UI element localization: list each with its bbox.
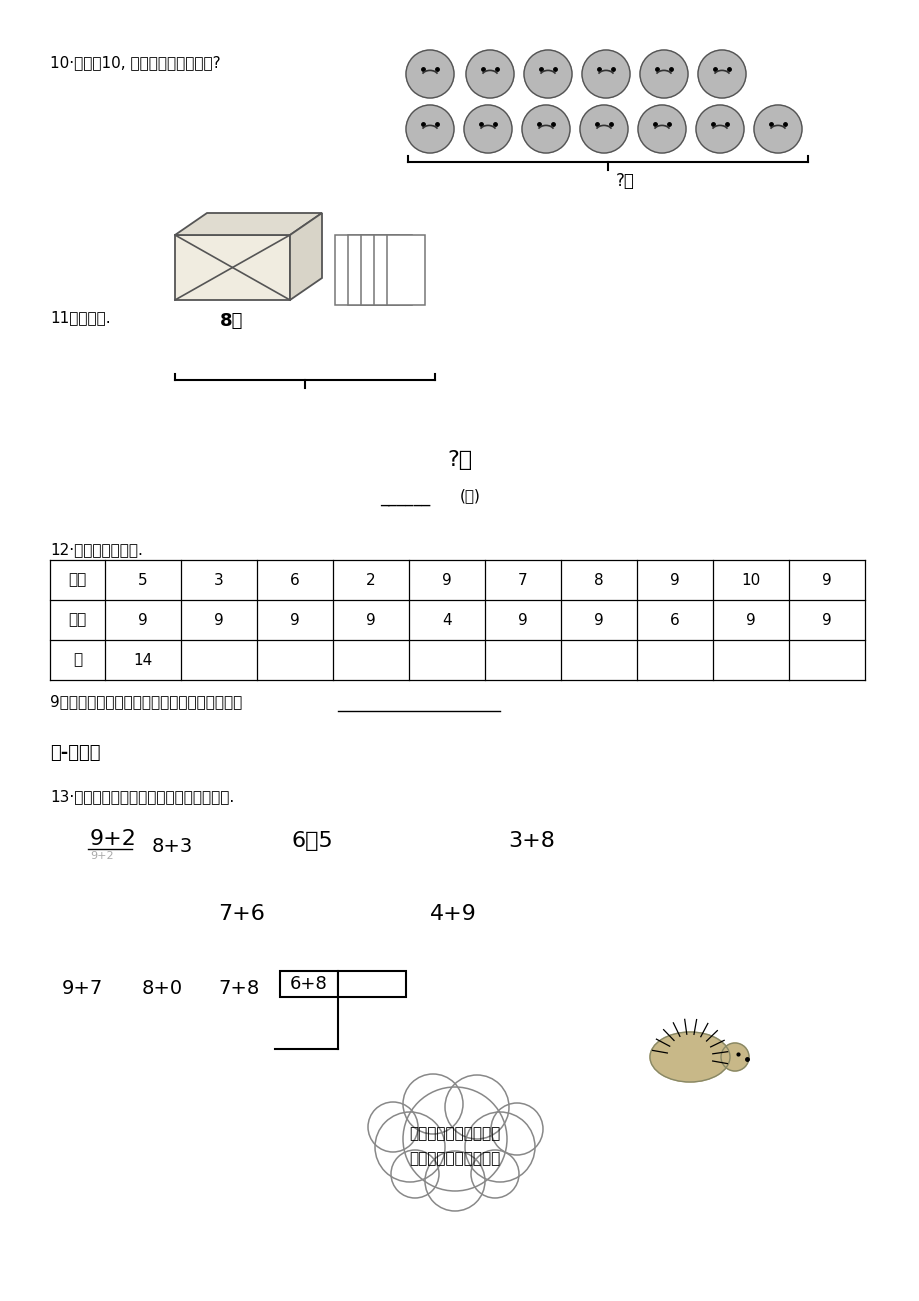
Bar	[337, 971, 405, 997]
Circle shape	[391, 1150, 438, 1198]
Circle shape	[425, 1151, 484, 1211]
Text: 7+6: 7+6	[218, 904, 265, 924]
Circle shape	[524, 49, 572, 98]
Text: 9: 9	[745, 613, 755, 627]
Circle shape	[403, 1088, 506, 1190]
Text: 2: 2	[366, 572, 375, 588]
Text: 9: 9	[517, 613, 528, 627]
Polygon shape	[374, 235, 412, 304]
Text: 5: 5	[138, 572, 148, 588]
Text: 6＋5: 6＋5	[291, 831, 334, 851]
Polygon shape	[360, 235, 399, 304]
Text: 7: 7	[517, 572, 528, 588]
Circle shape	[754, 105, 801, 154]
Text: 10·先圈出10, 再算一算一共有多少?: 10·先圈出10, 再算一算一共有多少?	[50, 55, 221, 70]
Text: 9: 9	[669, 572, 679, 588]
Polygon shape	[175, 213, 322, 235]
Text: 14: 14	[133, 653, 153, 667]
Text: 9: 9	[289, 613, 300, 627]
Text: 9+2: 9+2	[90, 829, 137, 850]
Text: ?个: ?个	[616, 172, 634, 190]
Circle shape	[466, 49, 514, 98]
Circle shape	[521, 105, 570, 154]
Text: 9: 9	[366, 613, 376, 627]
Text: 9: 9	[442, 572, 451, 588]
Polygon shape	[335, 235, 372, 304]
Text: 8本: 8本	[220, 312, 244, 330]
Circle shape	[375, 1112, 445, 1183]
Circle shape	[471, 1150, 518, 1198]
Circle shape	[696, 105, 743, 154]
Circle shape	[698, 49, 745, 98]
Text: ?本: ?本	[447, 450, 472, 470]
Text: 和: 和	[73, 653, 82, 667]
Circle shape	[720, 1043, 748, 1071]
Polygon shape	[387, 235, 425, 304]
Circle shape	[579, 105, 628, 154]
Text: 加数: 加数	[68, 613, 86, 627]
Text: 3+8: 3+8	[507, 831, 554, 851]
Text: 6: 6	[289, 572, 300, 588]
Text: 加数: 加数	[68, 572, 86, 588]
Text: 9: 9	[822, 572, 831, 588]
Text: 6+8: 6+8	[289, 974, 327, 993]
Text: ______: ______	[380, 488, 430, 506]
Circle shape	[640, 49, 687, 98]
Text: 10: 10	[741, 572, 760, 588]
Text: 8+0: 8+0	[142, 978, 183, 998]
Text: 别忘了把你发现的规律: 别忘了把你发现的规律	[409, 1127, 500, 1141]
Text: 8: 8	[594, 572, 603, 588]
Circle shape	[463, 105, 512, 154]
Text: 8+3: 8+3	[152, 837, 193, 856]
Polygon shape	[289, 213, 322, 301]
Circle shape	[403, 1075, 462, 1134]
Circle shape	[464, 1112, 535, 1183]
Text: 四-解笽题: 四-解笽题	[50, 744, 100, 762]
Text: 9和几相加进位加法，和个位上的数比较小数少: 9和几相加进位加法，和个位上的数比较小数少	[50, 693, 242, 709]
Text: 7+8: 7+8	[218, 978, 259, 998]
Polygon shape	[347, 235, 386, 304]
Circle shape	[368, 1102, 417, 1151]
Polygon shape	[175, 235, 289, 301]
Circle shape	[637, 105, 686, 154]
Text: 13·想一想，有什么规律，再把算式补完整.: 13·想一想，有什么规律，再把算式补完整.	[50, 788, 234, 804]
Text: (本): (本)	[460, 488, 481, 503]
Bar	[279, 971, 337, 997]
Circle shape	[445, 1075, 508, 1138]
Circle shape	[491, 1103, 542, 1155]
Text: 12·算一算，找规律.: 12·算一算，找规律.	[50, 543, 142, 557]
Text: 3: 3	[214, 572, 223, 588]
Text: 9+2: 9+2	[90, 851, 114, 861]
Text: 9: 9	[214, 613, 223, 627]
Circle shape	[582, 49, 630, 98]
Text: 4+9: 4+9	[429, 904, 476, 924]
Circle shape	[405, 105, 453, 154]
Text: 4: 4	[442, 613, 451, 627]
Text: 9: 9	[138, 613, 148, 627]
Text: 6: 6	[669, 613, 679, 627]
Text: 9: 9	[822, 613, 831, 627]
Ellipse shape	[650, 1032, 729, 1082]
Text: 11看图列式.: 11看图列式.	[50, 310, 110, 325]
Circle shape	[405, 49, 453, 98]
Text: 和小朋友们说一说哦。: 和小朋友们说一说哦。	[409, 1151, 500, 1167]
Text: 9: 9	[594, 613, 603, 627]
Text: 9+7: 9+7	[62, 978, 103, 998]
